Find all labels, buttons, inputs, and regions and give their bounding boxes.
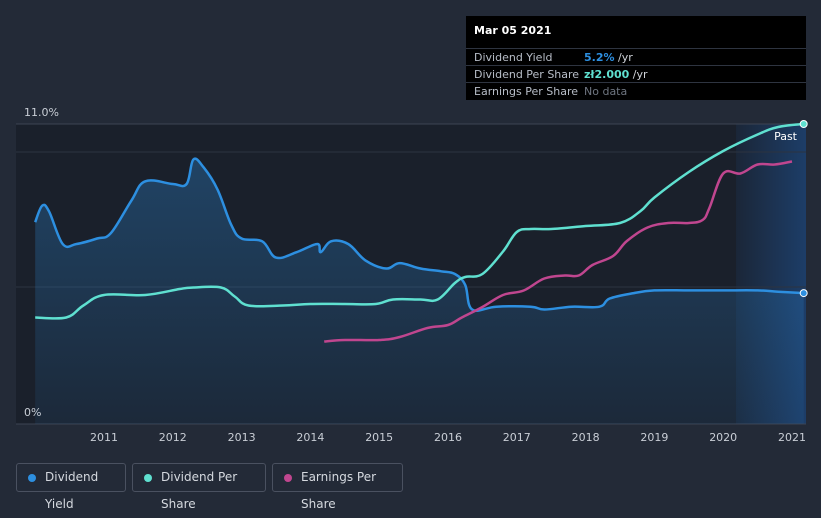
tooltip-row-earnings-per-share: Earnings Per Share No data [466,82,806,100]
x-tick-label: 2017 [503,431,531,444]
x-tick-label: 2011 [90,431,118,444]
tooltip-label: Dividend Yield [474,51,553,64]
x-tick-label: 2019 [640,431,668,444]
x-tick-label: 2012 [159,431,187,444]
tooltip-date: Mar 05 2021 [474,24,552,37]
x-axis-ticks: 2011 2012 2013 2014 2015 2016 2017 2018 2019 2020… [90,431,806,444]
tooltip-value: zł2.000 /yr [584,68,648,81]
earnings-per-share-line [324,160,793,343]
past-label: Past [774,130,798,143]
legend-dot-icon [28,474,36,482]
tooltip: Mar 05 2021 Dividend Yield 5.2% /yr Divi… [466,16,806,100]
x-tick-label: 2016 [434,431,462,444]
tooltip-value: No data [584,85,628,98]
x-tick-label: 2013 [228,431,256,444]
x-tick-label: 2015 [365,431,393,444]
dividend-yield-end-marker [799,289,808,298]
dividend-yield-area [35,158,804,424]
x-tick-label: 2018 [572,431,600,444]
y-tick-bottom: 0% [24,406,41,419]
dividend-per-share-end-marker [799,120,808,128]
tooltip-row-dividend-per-share: Dividend Per Share zł2.000 /yr [466,65,806,83]
tooltip-row-dividend-yield: Dividend Yield 5.2% /yr [466,48,806,66]
dividend-yield-line [34,157,804,313]
tooltip-value: 5.2% /yr [584,51,633,64]
y-tick-top: 11.0% [24,106,59,119]
x-tick-label: 2021 [778,431,806,444]
legend-item-dividend-per-share[interactable]: Dividend Per Share [132,463,266,511]
legend-item-earnings-per-share[interactable]: Earnings Per Share [272,463,403,511]
x-tick-label: 2020 [709,431,737,444]
legend-item-dividend-yield[interactable]: Dividend Yield [16,463,126,511]
tooltip-label: Earnings Per Share [474,85,579,98]
dividend-per-share-line [35,122,804,320]
x-tick-label: 2014 [296,431,324,444]
tooltip-label: Dividend Per Share [474,68,580,81]
legend-dot-icon [144,474,152,482]
legend-dot-icon [284,474,292,482]
